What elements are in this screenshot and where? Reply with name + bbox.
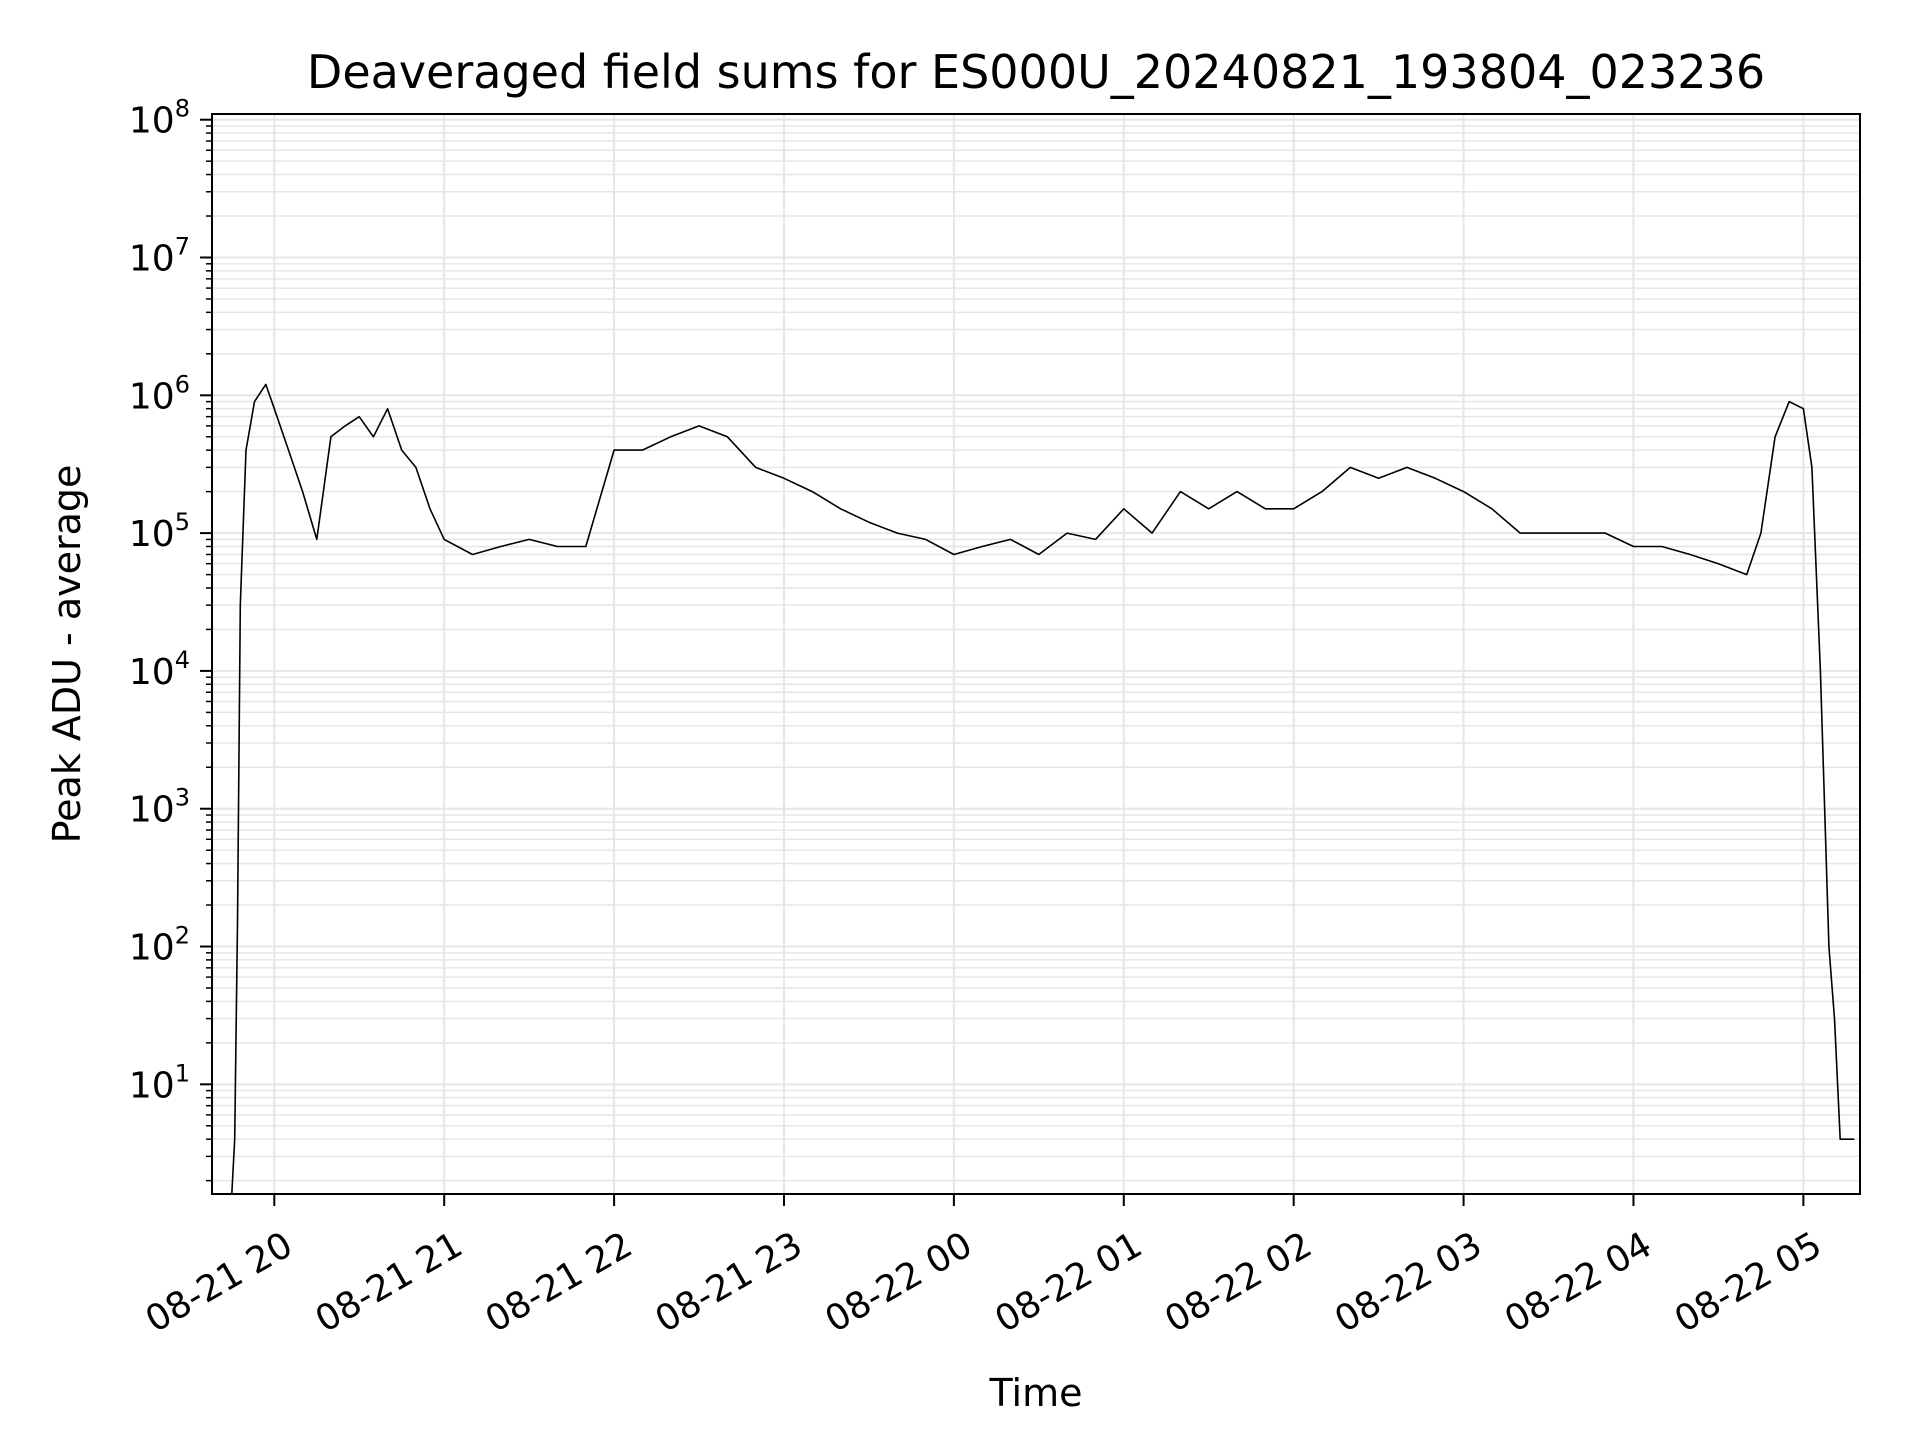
x-tick-label: 08-21 20: [139, 1224, 300, 1340]
series-layer: [231, 383, 1855, 1195]
x-tick-label: 08-22 04: [1498, 1224, 1659, 1340]
x-axis: 08-21 20 08-21 21 08-21 22 08-21 23 08-22 00…: [139, 1194, 1829, 1341]
grid: [212, 114, 1860, 1194]
series-line: [231, 383, 1855, 1195]
x-tick-label: 08-22 01: [988, 1224, 1149, 1340]
y-tick-label: 106: [129, 370, 190, 417]
x-tick-label: 08-21 22: [479, 1224, 640, 1340]
y-tick-label: 107: [129, 233, 190, 280]
y-tick-label: 103: [129, 784, 190, 831]
y-tick-label: 102: [129, 922, 190, 969]
x-tick-label: 08-22 02: [1158, 1224, 1319, 1340]
y-tick-label: 104: [129, 646, 190, 693]
y-axis-label: Peak ADU - average: [45, 465, 89, 844]
y-tick-label: 101: [129, 1059, 190, 1106]
y-tick-label: 105: [129, 508, 190, 555]
x-tick-label: 08-22 00: [819, 1224, 980, 1340]
y-axis: 101 102 103 104 105 106 107 108: [129, 95, 212, 1182]
y-tick-label: 108: [129, 95, 190, 142]
plot-area-frame: [211, 113, 1861, 1195]
x-tick-label: 08-21 21: [309, 1224, 470, 1340]
x-axis-label: Time: [989, 1371, 1083, 1415]
x-tick-label: 08-22 03: [1328, 1224, 1489, 1340]
x-tick-label: 08-22 05: [1668, 1224, 1829, 1340]
chart-title: Deaveraged field sums for ES000U_2024082…: [307, 45, 1765, 99]
x-tick-label: 08-21 23: [649, 1224, 810, 1340]
